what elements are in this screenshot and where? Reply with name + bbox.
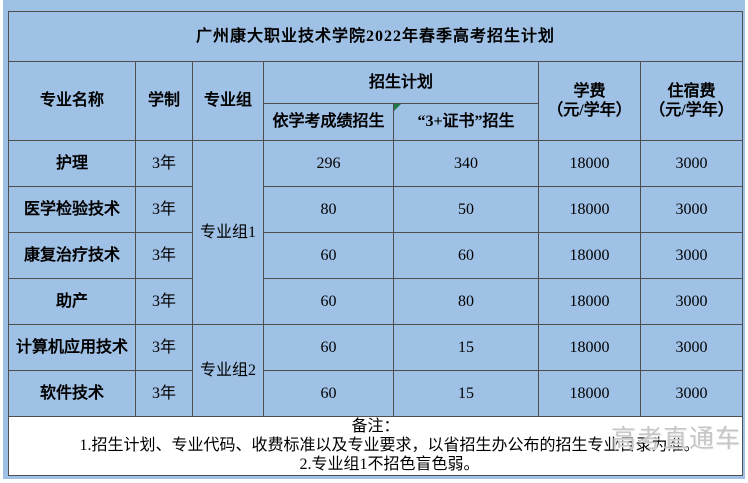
cert-label: “3+证书”招生 xyxy=(417,113,515,131)
cell-cert: 15 xyxy=(393,370,539,417)
enrollment-plan-table: 广州康大职业技术学院2022年春季高考招生计划 专业名称 学制 专业组 招生计划… xyxy=(7,11,744,476)
cell-major: 护理 xyxy=(8,140,136,187)
col-header-duration: 学制 xyxy=(135,61,193,141)
cell-cert: 340 xyxy=(393,140,539,187)
tuition-label: 学费 xyxy=(573,82,606,100)
header-row-1: 专业名称 学制 专业组 招生计划 学费 （元/学年） 住宿费 （元/学年） xyxy=(8,61,744,141)
cell-duration: 3年 xyxy=(135,186,193,233)
header-row-2: 依学考成绩招生 “3+证书”招生 xyxy=(9,103,743,141)
cell-duration: 3年 xyxy=(135,278,193,325)
cell-xuekao: 60 xyxy=(263,370,394,417)
cell-tuition: 18000 xyxy=(538,324,641,371)
cell-tuition: 18000 xyxy=(538,140,641,187)
tuition-unit: （元/学年） xyxy=(547,102,632,119)
table-row: 康复治疗技术 3年 60 60 18000 3000 xyxy=(8,232,744,279)
note-item-2: 2.专业组1不招色盲色弱。 xyxy=(299,456,480,474)
watermark: 高考直通车 xyxy=(611,426,742,453)
table-row: 护理 3年 专业组1 296 340 18000 3000 xyxy=(8,140,744,325)
cell-xuekao: 60 xyxy=(263,232,394,279)
col-header-major: 专业名称 xyxy=(8,61,136,141)
cell-major: 计算机应用技术 xyxy=(8,324,136,371)
title-row: 广州康大职业技术学院2022年春季高考招生计划 xyxy=(7,11,744,62)
cell-group-2: 专业组2 xyxy=(192,324,264,417)
cell-cert: 50 xyxy=(393,186,539,233)
col-header-plan: 招生计划 xyxy=(263,61,539,104)
cell-accommodation: 3000 xyxy=(639,278,744,325)
table-row: 助产 3年 60 80 18000 3000 xyxy=(8,278,744,325)
notes-label: 备注： xyxy=(351,418,400,435)
cell-major: 软件技术 xyxy=(8,370,136,417)
cell-cert: 15 xyxy=(393,324,539,371)
accommodation-label: 住宿费 xyxy=(667,82,716,100)
cell-tuition: 18000 xyxy=(538,186,641,233)
cell-accommodation: 3000 xyxy=(639,140,744,187)
table-row: 医学检验技术 3年 80 50 18000 3000 xyxy=(8,186,744,233)
cell-tuition: 18000 xyxy=(538,232,641,279)
col-header-accommodation: 住宿费 （元/学年） xyxy=(639,61,744,141)
col-header-tuition: 学费 （元/学年） xyxy=(538,61,641,141)
page-title: 广州康大职业技术学院2022年春季高考招生计划 xyxy=(7,11,744,62)
accommodation-unit: （元/学年） xyxy=(649,102,734,119)
cell-accommodation: 3000 xyxy=(639,370,744,417)
cell-tuition: 18000 xyxy=(538,370,641,417)
cell-xuekao: 60 xyxy=(263,278,394,325)
cell-xuekao: 60 xyxy=(263,324,394,371)
cell-duration: 3年 xyxy=(135,324,193,371)
cell-cert: 80 xyxy=(393,278,539,325)
cell-duration: 3年 xyxy=(135,232,193,279)
cell-major: 医学检验技术 xyxy=(8,186,136,233)
table-row: 软件技术 3年 60 15 18000 3000 xyxy=(8,370,744,417)
cell-major: 康复治疗技术 xyxy=(8,232,136,279)
cell-accommodation: 3000 xyxy=(639,232,744,279)
cell-duration: 3年 xyxy=(135,140,193,187)
cell-accommodation: 3000 xyxy=(639,324,744,371)
cell-group-1: 专业组1 xyxy=(192,140,264,325)
cell-xuekao: 296 xyxy=(263,140,394,187)
cell-xuekao: 80 xyxy=(263,186,394,233)
col-header-xuekao: 依学考成绩招生 xyxy=(263,103,394,141)
table-row: 计算机应用技术 3年 专业组2 60 15 18000 3000 xyxy=(8,324,744,417)
notes-row: 备注： 1.招生计划、专业代码、收费标准以及专业要求，以省招生办公布的招生专业目… xyxy=(7,416,744,476)
notes-cell: 备注： 1.招生计划、专业代码、收费标准以及专业要求，以省招生办公布的招生专业目… xyxy=(7,416,744,476)
cell-major: 助产 xyxy=(8,278,136,325)
cell-duration: 3年 xyxy=(135,370,193,417)
col-header-group: 专业组 xyxy=(192,61,264,141)
green-triangle-icon xyxy=(394,104,401,111)
cell-tuition: 18000 xyxy=(538,278,641,325)
note-item-1: 1.招生计划、专业代码、收费标准以及专业要求，以省招生办公布的招生专业目录为准。 xyxy=(79,437,700,455)
cell-cert: 60 xyxy=(393,232,539,279)
col-header-cert: “3+证书”招生 xyxy=(393,103,539,141)
cell-accommodation: 3000 xyxy=(639,186,744,233)
